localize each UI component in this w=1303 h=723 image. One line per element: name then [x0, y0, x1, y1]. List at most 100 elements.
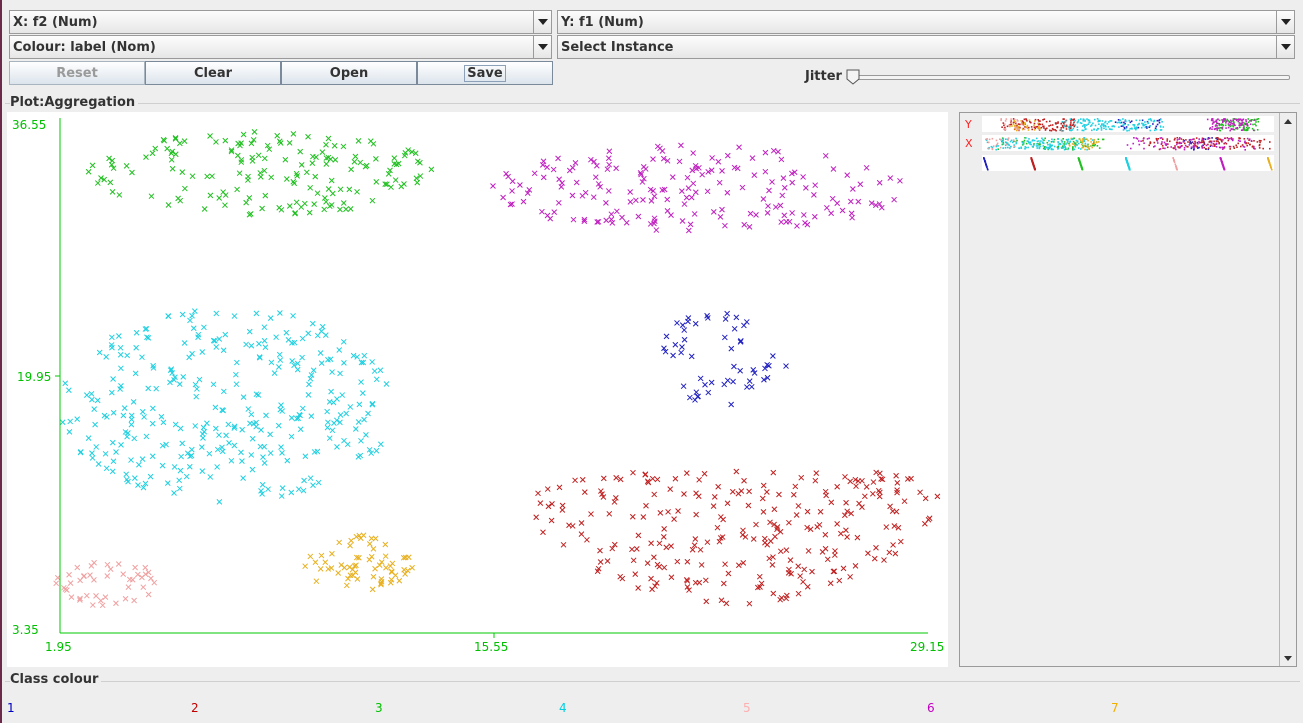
data-point-class-4 — [283, 329, 290, 336]
strip-point — [1070, 125, 1072, 128]
jitter-slider-thumb[interactable] — [846, 69, 860, 85]
data-point-class-1 — [708, 379, 715, 386]
legend-item-1[interactable]: 1 — [7, 701, 15, 715]
save-button[interactable]: Save — [417, 61, 553, 85]
plot-group-border — [5, 103, 1300, 104]
data-point-class-4 — [131, 435, 138, 442]
jitter-slider[interactable] — [852, 75, 1290, 80]
data-point-class-3 — [329, 190, 336, 197]
data-point-class-4 — [199, 468, 206, 475]
strip-point — [1068, 145, 1071, 147]
strip-point — [1060, 122, 1062, 125]
attribute-strip-label[interactable] — [982, 155, 1274, 171]
strip-point — [995, 144, 998, 147]
reset-button[interactable]: Reset — [9, 61, 145, 85]
chevron-down-icon[interactable] — [533, 11, 551, 33]
data-point-class-7 — [347, 572, 354, 579]
data-point-class-4 — [240, 475, 246, 481]
strip-point — [1087, 143, 1089, 146]
legend-item-7[interactable]: 7 — [1111, 701, 1119, 715]
instance-select[interactable]: Select Instance — [557, 35, 1295, 59]
chevron-down-icon[interactable] — [1276, 11, 1294, 33]
strip-point — [1097, 120, 1099, 123]
data-point-class-4 — [310, 367, 317, 374]
data-point-class-6 — [551, 209, 558, 216]
scroll-up-icon[interactable] — [1280, 113, 1296, 129]
data-point-class-2 — [762, 539, 768, 546]
strip-point — [1047, 147, 1050, 150]
data-point-class-2 — [698, 562, 705, 568]
data-point-class-6 — [781, 212, 788, 219]
open-button[interactable]: Open — [281, 61, 417, 85]
strip-point — [1070, 118, 1073, 120]
data-point-class-3 — [346, 186, 353, 193]
strip-point — [1220, 160, 1223, 162]
strip-point — [1193, 147, 1195, 149]
data-point-class-6 — [555, 199, 562, 206]
data-point-class-6 — [770, 147, 777, 154]
data-point-class-6 — [593, 162, 600, 169]
data-point-class-7 — [382, 541, 389, 548]
data-point-class-2 — [640, 514, 647, 520]
chevron-down-icon[interactable] — [1276, 36, 1294, 58]
strip-point — [1197, 142, 1199, 145]
attribute-strip-f1[interactable] — [982, 116, 1274, 132]
data-point-class-6 — [764, 210, 771, 216]
strip-point — [1248, 139, 1250, 141]
data-point-class-4 — [253, 423, 259, 430]
data-point-class-3 — [101, 176, 108, 183]
strip-point — [1229, 125, 1232, 128]
y-axis-select[interactable]: Y: f1 (Num) — [557, 10, 1295, 34]
colour-select[interactable]: Colour: label (Nom) — [9, 35, 552, 59]
data-point-class-7 — [400, 554, 407, 561]
data-point-class-5 — [81, 573, 87, 579]
legend-item-2[interactable]: 2 — [191, 701, 199, 715]
attribute-scrollbar[interactable] — [1279, 113, 1296, 666]
strip-point — [1033, 124, 1035, 127]
strip-point — [1070, 129, 1072, 132]
data-point-class-3 — [175, 195, 181, 202]
data-point-class-5 — [61, 584, 67, 591]
strip-point — [1044, 128, 1047, 130]
data-point-class-4 — [231, 442, 238, 449]
scatter-plot[interactable]: 36.55 19.95 3.35 1.95 15.55 29.15 — [7, 112, 948, 667]
strip-point — [1080, 122, 1083, 125]
data-point-class-5 — [54, 574, 61, 581]
data-point-class-6 — [654, 143, 661, 150]
data-point-class-6 — [775, 148, 781, 155]
data-point-class-2 — [686, 587, 692, 593]
data-point-class-7 — [370, 545, 377, 552]
data-point-class-5 — [107, 566, 114, 573]
attribute-strip-f2[interactable] — [982, 135, 1274, 151]
strip-point — [1149, 141, 1152, 143]
legend-item-6[interactable]: 6 — [927, 701, 935, 715]
strip-point — [1029, 143, 1031, 145]
data-point-class-7 — [360, 532, 367, 539]
data-point-class-3 — [172, 151, 179, 158]
data-point-class-6 — [520, 198, 527, 205]
data-point-class-4 — [258, 487, 264, 494]
legend-item-3[interactable]: 3 — [375, 701, 383, 715]
x-axis-select[interactable]: X: f2 (Num) — [9, 10, 552, 34]
strip-point — [1246, 129, 1249, 131]
data-point-class-4 — [62, 380, 69, 387]
strip-point — [1146, 126, 1149, 128]
clear-button[interactable]: Clear — [145, 61, 281, 85]
data-point-class-3 — [352, 153, 359, 160]
data-point-class-4 — [171, 490, 177, 496]
strip-point — [1213, 128, 1216, 130]
strip-point — [1155, 137, 1158, 140]
data-point-class-5 — [97, 597, 104, 604]
strip-point — [1167, 143, 1169, 145]
data-point-class-2 — [599, 491, 605, 498]
scroll-down-icon[interactable] — [1280, 650, 1296, 666]
legend-item-5[interactable]: 5 — [743, 701, 751, 715]
strip-point — [1077, 119, 1080, 121]
data-point-class-2 — [667, 486, 674, 492]
chevron-down-icon[interactable] — [533, 36, 551, 58]
strip-point — [1235, 118, 1237, 120]
strip-point — [1238, 124, 1240, 127]
legend-item-4[interactable]: 4 — [559, 701, 567, 715]
strip-point — [1210, 142, 1213, 144]
strip-point — [1003, 128, 1005, 130]
